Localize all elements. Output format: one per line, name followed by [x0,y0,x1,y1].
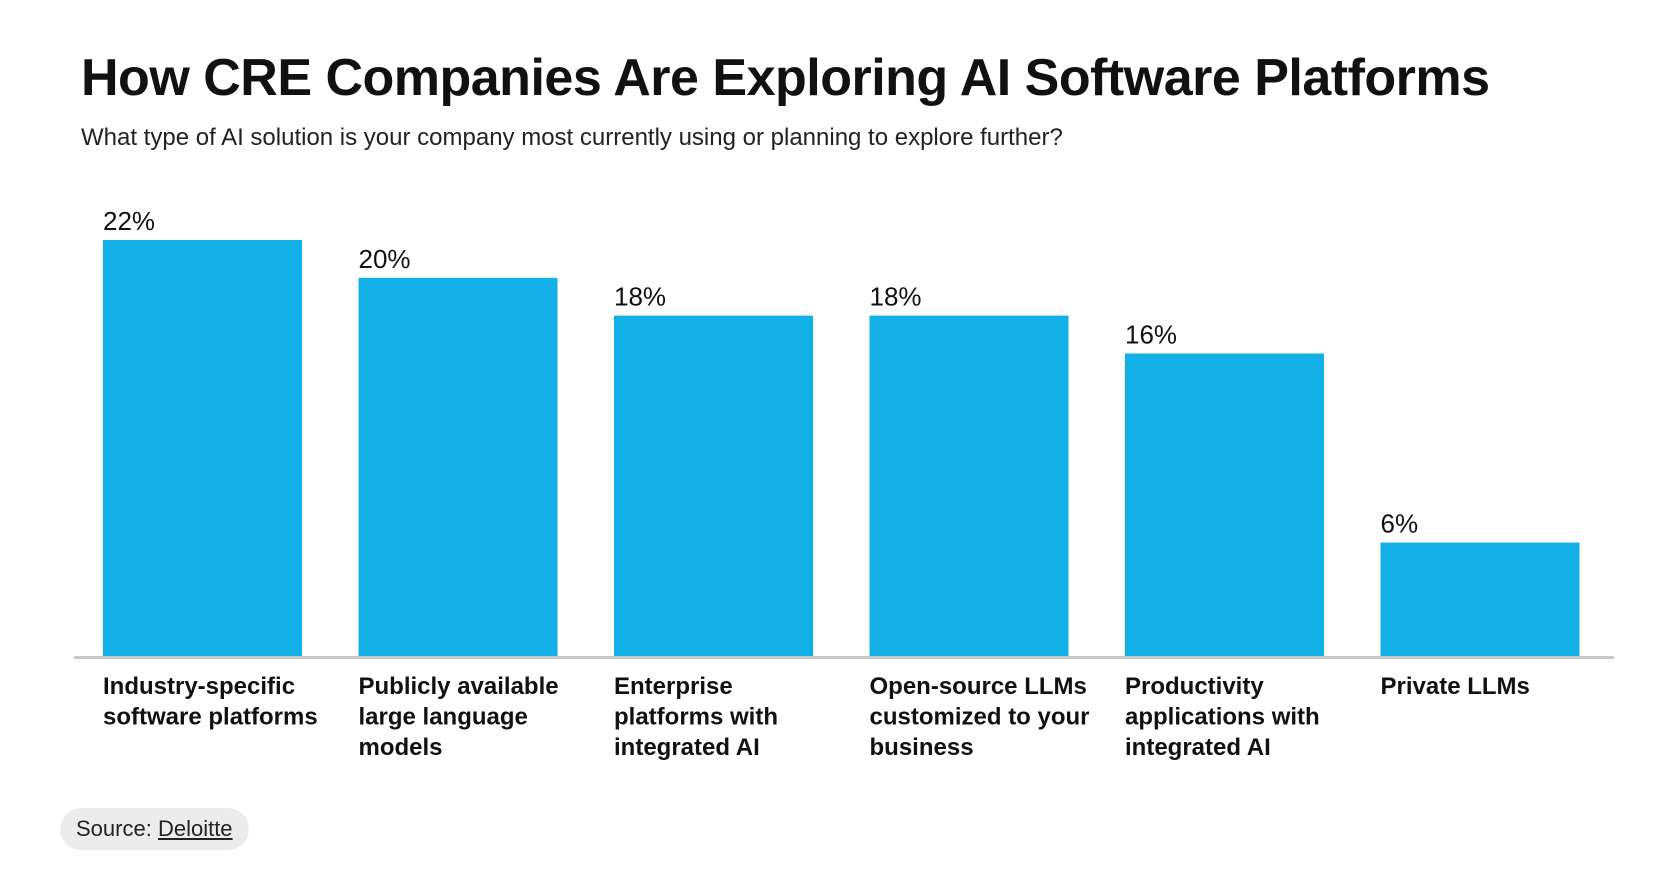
data-label-6: 6% [1381,509,1419,539]
category-label-5: Productivity applications with integrated … [1125,673,1320,761]
chart-title: How CRE Companies Are Exploring AI Softw… [81,49,1490,107]
category-label-line: business [870,734,974,761]
data-label-4: 18% [870,282,922,312]
category-label-line: Enterprise [614,673,733,700]
bar-6 [1380,542,1580,656]
category-label-1: Industry-specific software platforms [103,673,318,731]
category-label-line: platforms with [614,704,778,731]
bar-5 [1125,353,1324,656]
source-label: Source: [76,816,152,841]
category-label-6: Private LLMs [1381,673,1530,700]
category-label-4: Open-source LLMs customized to your busine… [870,673,1090,761]
data-label-2: 20% [359,244,411,274]
category-label-line: Open-source LLMs [870,673,1087,700]
source-badge: Source: Deloitte [60,808,249,850]
data-label-5: 16% [1125,319,1177,349]
category-label-line: software platforms [103,704,318,731]
category-label-3: Enterprise platforms with integrated AI [614,673,778,761]
source-link[interactable]: Deloitte [157,816,233,841]
category-label-line: integrated AI [614,734,760,761]
category-label-line: large language [359,704,528,731]
category-label-line: Industry-specific [103,673,295,700]
category-label-line: Publicly available [359,673,559,700]
category-label-line: applications with [1125,704,1320,731]
data-label-3: 18% [614,282,666,312]
category-label-2: Publicly available large language models [359,673,559,761]
bar-2 [358,277,558,656]
data-label-1: 22% [103,206,155,236]
category-label-line: Productivity [1125,673,1264,700]
category-label-line: customized to your [870,704,1090,731]
bar-3 [614,315,813,656]
category-label-line: Private LLMs [1381,673,1530,700]
bar-4 [869,315,1069,656]
bar-1 [103,240,302,656]
chart-subtitle: What type of AI solution is your company… [81,124,1063,151]
bar-chart: 22% Industry-specific software platforms 20… [74,206,1614,761]
category-label-line: models [359,734,443,761]
category-label-line: integrated AI [1125,734,1271,761]
